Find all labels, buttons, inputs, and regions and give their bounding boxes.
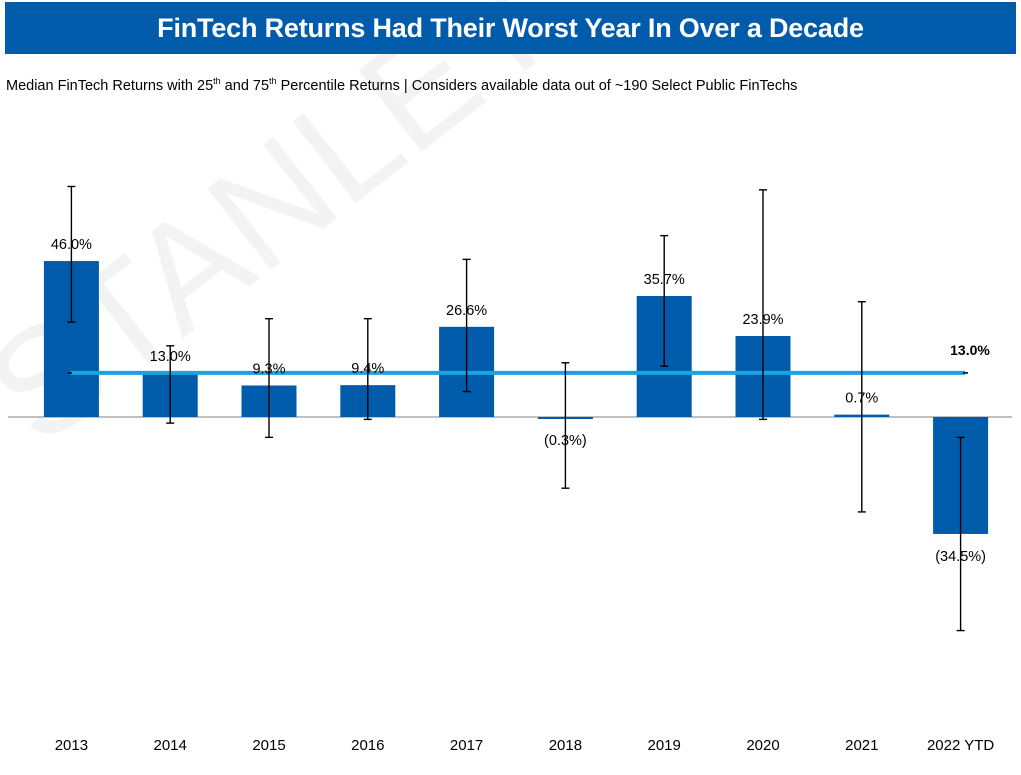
value-label: (34.5%)	[935, 549, 986, 565]
value-label: (0.3%)	[544, 433, 587, 449]
category-label: 2018	[549, 737, 582, 754]
category-label: 2015	[252, 737, 285, 754]
value-label: 13.0%	[150, 349, 191, 365]
category-label: 2019	[648, 737, 681, 754]
value-label: 46.0%	[51, 237, 92, 253]
subtitle-sup: th	[269, 76, 277, 86]
average-line-label: 13.0%	[950, 342, 990, 358]
category-label: 2020	[746, 737, 779, 754]
chart-subtitle: Median FinTech Returns with 25th and 75t…	[6, 76, 797, 94]
subtitle-text: and 75	[220, 77, 270, 94]
category-label: 2021	[845, 737, 878, 754]
value-label: 26.6%	[446, 303, 487, 319]
value-label: 23.9%	[742, 312, 783, 328]
subtitle-text: Percentile Returns | Considers available…	[276, 77, 798, 94]
category-label: 2016	[351, 737, 384, 754]
value-label: 0.7%	[845, 391, 878, 407]
subtitle-text: Median FinTech Returns with 25	[6, 77, 214, 94]
category-label: 2014	[154, 737, 187, 754]
value-label: 35.7%	[644, 272, 685, 288]
category-label: 2013	[55, 737, 88, 754]
value-label: 9.3%	[252, 361, 285, 377]
page-title: FinTech Returns Had Their Worst Year In …	[157, 12, 864, 43]
subtitle-sup: th	[213, 76, 221, 86]
value-label: 9.4%	[351, 361, 384, 377]
category-label: 2017	[450, 737, 483, 754]
category-label: 2022 YTD	[927, 737, 994, 754]
title-banner: FinTech Returns Had Their Worst Year In …	[5, 2, 1016, 54]
